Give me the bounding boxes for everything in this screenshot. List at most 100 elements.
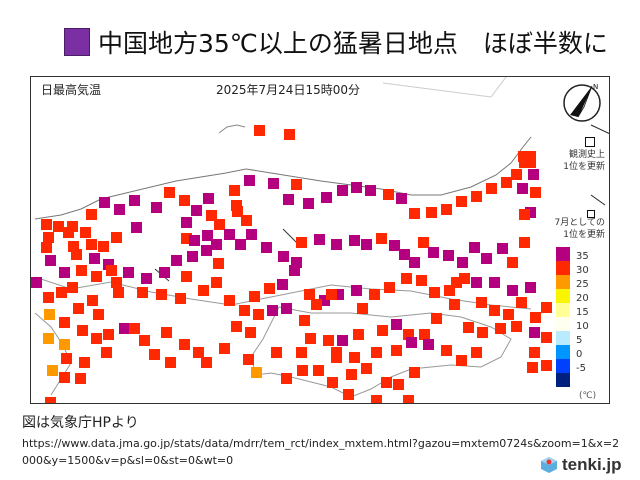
station-marker bbox=[235, 239, 246, 250]
station-marker bbox=[451, 277, 462, 288]
station-marker bbox=[268, 178, 279, 189]
station-marker bbox=[59, 317, 70, 328]
station-marker bbox=[376, 233, 387, 244]
station-marker bbox=[391, 319, 402, 330]
station-marker bbox=[383, 189, 394, 200]
station-marker bbox=[67, 221, 78, 232]
station-marker bbox=[59, 372, 70, 383]
station-marker bbox=[193, 347, 204, 358]
station-marker bbox=[314, 234, 325, 245]
source-url[interactable]: https://www.data.jma.go.jp/stats/data/md… bbox=[22, 437, 620, 467]
station-marker bbox=[291, 179, 302, 190]
station-marker bbox=[239, 305, 250, 316]
temperature-map: 日最高気温 2025年7月24日15時00分 N 観測史上 1位を更新 7月とし… bbox=[30, 76, 610, 404]
station-marker bbox=[489, 277, 500, 288]
station-marker bbox=[327, 377, 338, 388]
purple-legend-swatch bbox=[64, 28, 90, 56]
station-marker bbox=[443, 250, 454, 261]
station-marker bbox=[171, 255, 182, 266]
station-marker bbox=[403, 329, 414, 340]
station-marker bbox=[181, 271, 192, 282]
station-marker bbox=[511, 169, 522, 180]
station-marker bbox=[528, 169, 539, 180]
station-marker bbox=[246, 229, 257, 240]
station-marker bbox=[331, 239, 342, 250]
station-marker bbox=[331, 347, 342, 358]
station-marker bbox=[419, 329, 430, 340]
station-marker bbox=[187, 251, 198, 262]
station-marker bbox=[418, 237, 429, 248]
july-record-note: 7月としての 1位を更新 bbox=[554, 218, 605, 240]
station-marker bbox=[101, 347, 112, 358]
station-marker bbox=[456, 355, 467, 366]
scale-label: 25 bbox=[576, 279, 589, 290]
station-marker bbox=[384, 282, 395, 293]
station-marker bbox=[56, 287, 67, 298]
station-marker bbox=[80, 227, 91, 238]
headline: 中国地方35℃以上の猛暑日地点 ほぼ半数に bbox=[64, 24, 608, 60]
station-marker bbox=[47, 365, 58, 376]
station-marker bbox=[111, 277, 122, 288]
station-marker bbox=[409, 367, 420, 378]
station-marker bbox=[486, 183, 497, 194]
scale-color-band bbox=[556, 317, 570, 331]
station-marker bbox=[431, 313, 442, 324]
station-marker bbox=[224, 229, 235, 240]
july-record-symbol bbox=[587, 210, 595, 218]
station-marker bbox=[41, 242, 52, 253]
station-marker bbox=[349, 352, 360, 363]
station-marker bbox=[211, 239, 222, 250]
station-marker bbox=[337, 185, 348, 196]
map-timestamp: 2025年7月24日15時00分 bbox=[216, 83, 360, 97]
station-marker bbox=[303, 198, 314, 209]
station-marker bbox=[103, 259, 114, 270]
station-marker bbox=[149, 349, 160, 360]
station-marker bbox=[428, 247, 439, 258]
station-marker bbox=[304, 289, 315, 300]
station-marker bbox=[231, 321, 242, 332]
station-marker bbox=[529, 347, 540, 358]
scale-label: 0 bbox=[576, 349, 583, 360]
scale-color-band bbox=[556, 373, 570, 387]
station-marker bbox=[277, 279, 288, 290]
station-marker bbox=[181, 217, 192, 228]
tenki-jp-brand: tenki.jp bbox=[540, 455, 622, 475]
station-marker bbox=[129, 323, 140, 334]
station-marker bbox=[91, 271, 102, 282]
scale-color-band bbox=[556, 275, 570, 289]
station-marker bbox=[525, 157, 536, 168]
station-marker bbox=[41, 219, 52, 230]
station-marker bbox=[91, 333, 102, 344]
station-marker bbox=[530, 187, 541, 198]
scale-color-band bbox=[556, 289, 570, 303]
station-marker bbox=[469, 242, 480, 253]
station-marker bbox=[165, 357, 176, 368]
station-marker bbox=[86, 209, 97, 220]
station-marker bbox=[93, 309, 104, 320]
station-marker bbox=[444, 285, 455, 296]
station-marker bbox=[463, 322, 474, 333]
station-marker bbox=[416, 275, 427, 286]
station-marker bbox=[529, 327, 540, 338]
station-marker bbox=[319, 295, 330, 306]
station-marker bbox=[267, 305, 278, 316]
station-marker bbox=[73, 303, 84, 314]
station-marker bbox=[75, 373, 86, 384]
station-marker bbox=[313, 365, 324, 376]
station-marker bbox=[337, 335, 348, 346]
scale-label: 5 bbox=[576, 335, 583, 346]
station-marker bbox=[87, 295, 98, 306]
station-marker bbox=[406, 337, 417, 348]
brand-name: tenki.jp bbox=[562, 455, 622, 474]
station-marker bbox=[131, 222, 142, 233]
station-marker bbox=[278, 251, 289, 262]
station-marker bbox=[409, 257, 420, 268]
station-marker bbox=[98, 241, 109, 252]
station-marker bbox=[507, 257, 518, 268]
station-marker bbox=[541, 332, 552, 343]
station-marker bbox=[89, 253, 100, 264]
station-marker bbox=[202, 230, 213, 241]
station-marker bbox=[291, 257, 302, 268]
station-marker bbox=[245, 327, 256, 338]
station-marker bbox=[519, 157, 530, 168]
